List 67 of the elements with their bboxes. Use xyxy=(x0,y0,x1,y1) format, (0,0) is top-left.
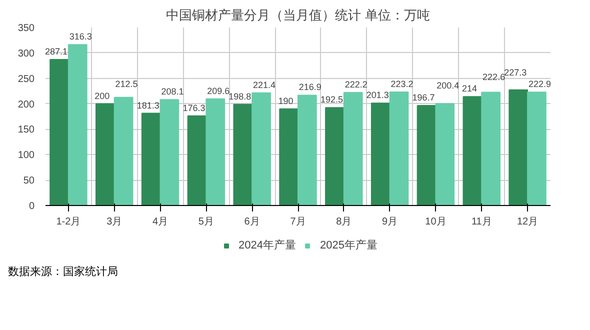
data-label: 316.3 xyxy=(69,32,92,42)
bar xyxy=(481,92,500,206)
bar xyxy=(389,91,409,206)
y-tick-label: 50 xyxy=(23,176,35,187)
y-tick-label: 300 xyxy=(18,48,35,60)
bar xyxy=(325,107,344,206)
data-label: 200 xyxy=(94,90,110,101)
data-label: 196.7 xyxy=(412,92,435,102)
bar xyxy=(435,103,455,206)
bar xyxy=(68,44,88,206)
y-tick-label: 150 xyxy=(18,124,35,136)
data-label: 209.6 xyxy=(207,86,230,96)
data-label: 221.4 xyxy=(253,80,276,90)
data-label: 200.4 xyxy=(436,80,460,91)
bar xyxy=(233,104,253,206)
bar xyxy=(114,96,134,206)
data-label: 222.6 xyxy=(482,72,506,82)
bar xyxy=(298,94,317,206)
y-tick-label: 100 xyxy=(18,150,35,162)
bar xyxy=(187,115,207,206)
data-label: 208.1 xyxy=(161,86,184,97)
data-label: 176.3 xyxy=(182,102,206,113)
data-label: 181.3 xyxy=(136,100,160,110)
data-label: 192.5 xyxy=(320,94,343,105)
data-label: 190 xyxy=(278,96,294,106)
x-tick-label: 4月 xyxy=(152,216,168,228)
x-tick-label: 10月 xyxy=(425,216,446,228)
x-tick-label: 1-2月 xyxy=(56,216,81,228)
bar xyxy=(206,98,226,206)
data-label: 198.8 xyxy=(228,91,252,102)
x-tick-label: 9月 xyxy=(382,216,398,228)
bar xyxy=(343,92,363,206)
legend-label: 2024年产量 xyxy=(238,238,296,252)
data-label: 222.2 xyxy=(344,79,368,90)
x-tick-label: 7月 xyxy=(290,216,306,228)
y-tick-label: 350 xyxy=(18,23,35,34)
data-label: 227.3 xyxy=(504,67,527,78)
bar xyxy=(160,99,180,206)
data-label: 214 xyxy=(462,84,477,94)
data-label: 216.9 xyxy=(298,82,322,92)
x-tick-label: 11月 xyxy=(471,216,492,228)
bar xyxy=(141,112,161,206)
bar xyxy=(416,104,436,206)
chart-title: 中国铜材产量分月（当月值）统计 单位：万吨 xyxy=(166,8,430,22)
y-tick-label: 250 xyxy=(18,74,35,85)
data-label: 222.9 xyxy=(528,79,551,90)
x-tick-label: 12月 xyxy=(516,216,538,228)
bar xyxy=(50,58,69,206)
x-tick-label: 5月 xyxy=(198,216,214,228)
source-note: 数据来源：国家统计局 xyxy=(8,265,118,280)
bar xyxy=(527,92,546,206)
bar xyxy=(96,103,115,206)
data-label: 212.5 xyxy=(115,79,138,90)
x-tick-label: 8月 xyxy=(336,216,352,228)
data-label: 201.3 xyxy=(366,90,389,100)
bar xyxy=(252,92,271,206)
data-label: 287.1 xyxy=(45,46,68,56)
bar xyxy=(370,102,390,206)
x-tick-label: 3月 xyxy=(106,216,122,228)
bar xyxy=(279,108,298,206)
bar xyxy=(508,89,528,206)
bar xyxy=(462,96,482,206)
x-tick-label: 6月 xyxy=(244,216,260,228)
legend-label: 2025年产量 xyxy=(320,238,378,252)
y-tick-label: 0 xyxy=(28,201,35,212)
data-label: 223.2 xyxy=(390,78,414,89)
y-tick-label: 200 xyxy=(18,99,35,110)
